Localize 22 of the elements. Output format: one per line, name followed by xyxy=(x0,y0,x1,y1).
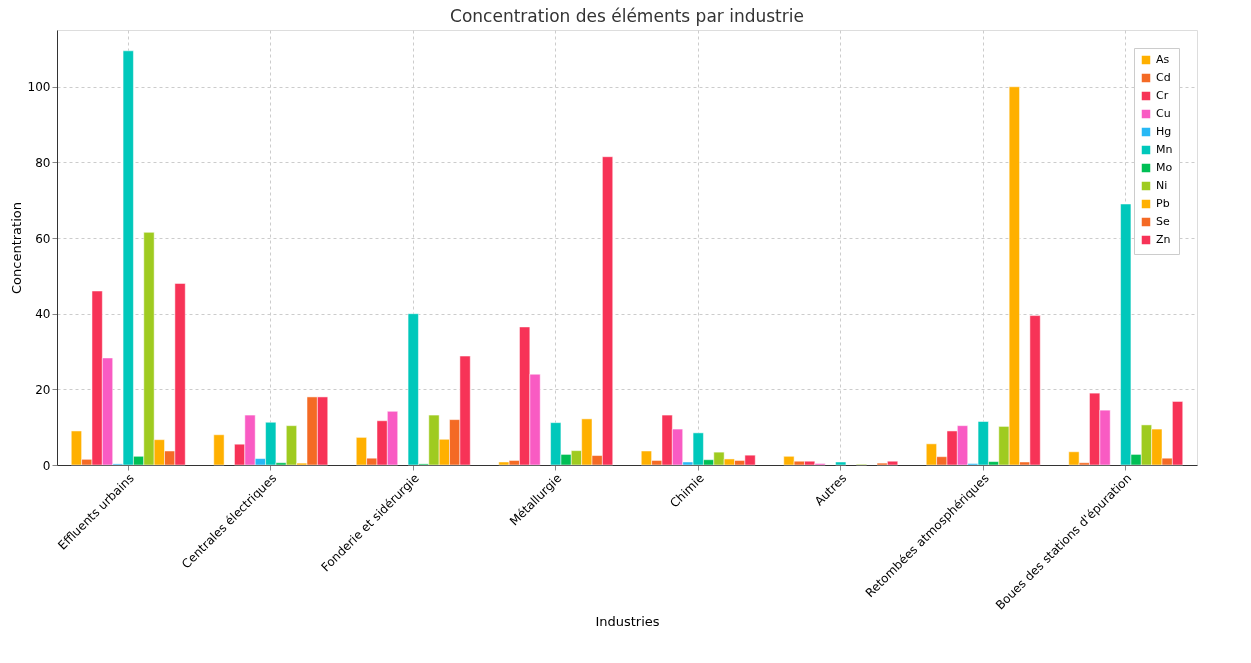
y-tick-label: 80 xyxy=(35,155,51,170)
y-tick-label: 0 xyxy=(42,458,51,473)
bar xyxy=(213,434,225,466)
y-tick-label: 100 xyxy=(27,80,51,95)
y-tick-label: 60 xyxy=(35,231,51,246)
legend-label: Hg xyxy=(1156,125,1172,138)
legend-label: Mo xyxy=(1156,161,1173,174)
legend-label: Mn xyxy=(1156,143,1173,156)
chart-title: Concentration des éléments par industrie xyxy=(450,6,804,26)
legend-label: Pb xyxy=(1156,197,1170,210)
x-axis-title: Industries xyxy=(595,613,660,629)
y-tick-label: 40 xyxy=(35,307,51,322)
y-tick-label: 20 xyxy=(35,382,51,397)
legend-label: Cd xyxy=(1156,71,1171,84)
legend-label: Zn xyxy=(1156,233,1171,246)
bar xyxy=(835,461,847,466)
y-axis-title: Concentration xyxy=(8,202,24,294)
legend-label: Cu xyxy=(1156,107,1171,120)
legend-label: Ni xyxy=(1156,179,1168,192)
legend-label: As xyxy=(1156,53,1170,66)
legend-label: Se xyxy=(1156,215,1170,228)
legend-label: Cr xyxy=(1156,89,1169,102)
